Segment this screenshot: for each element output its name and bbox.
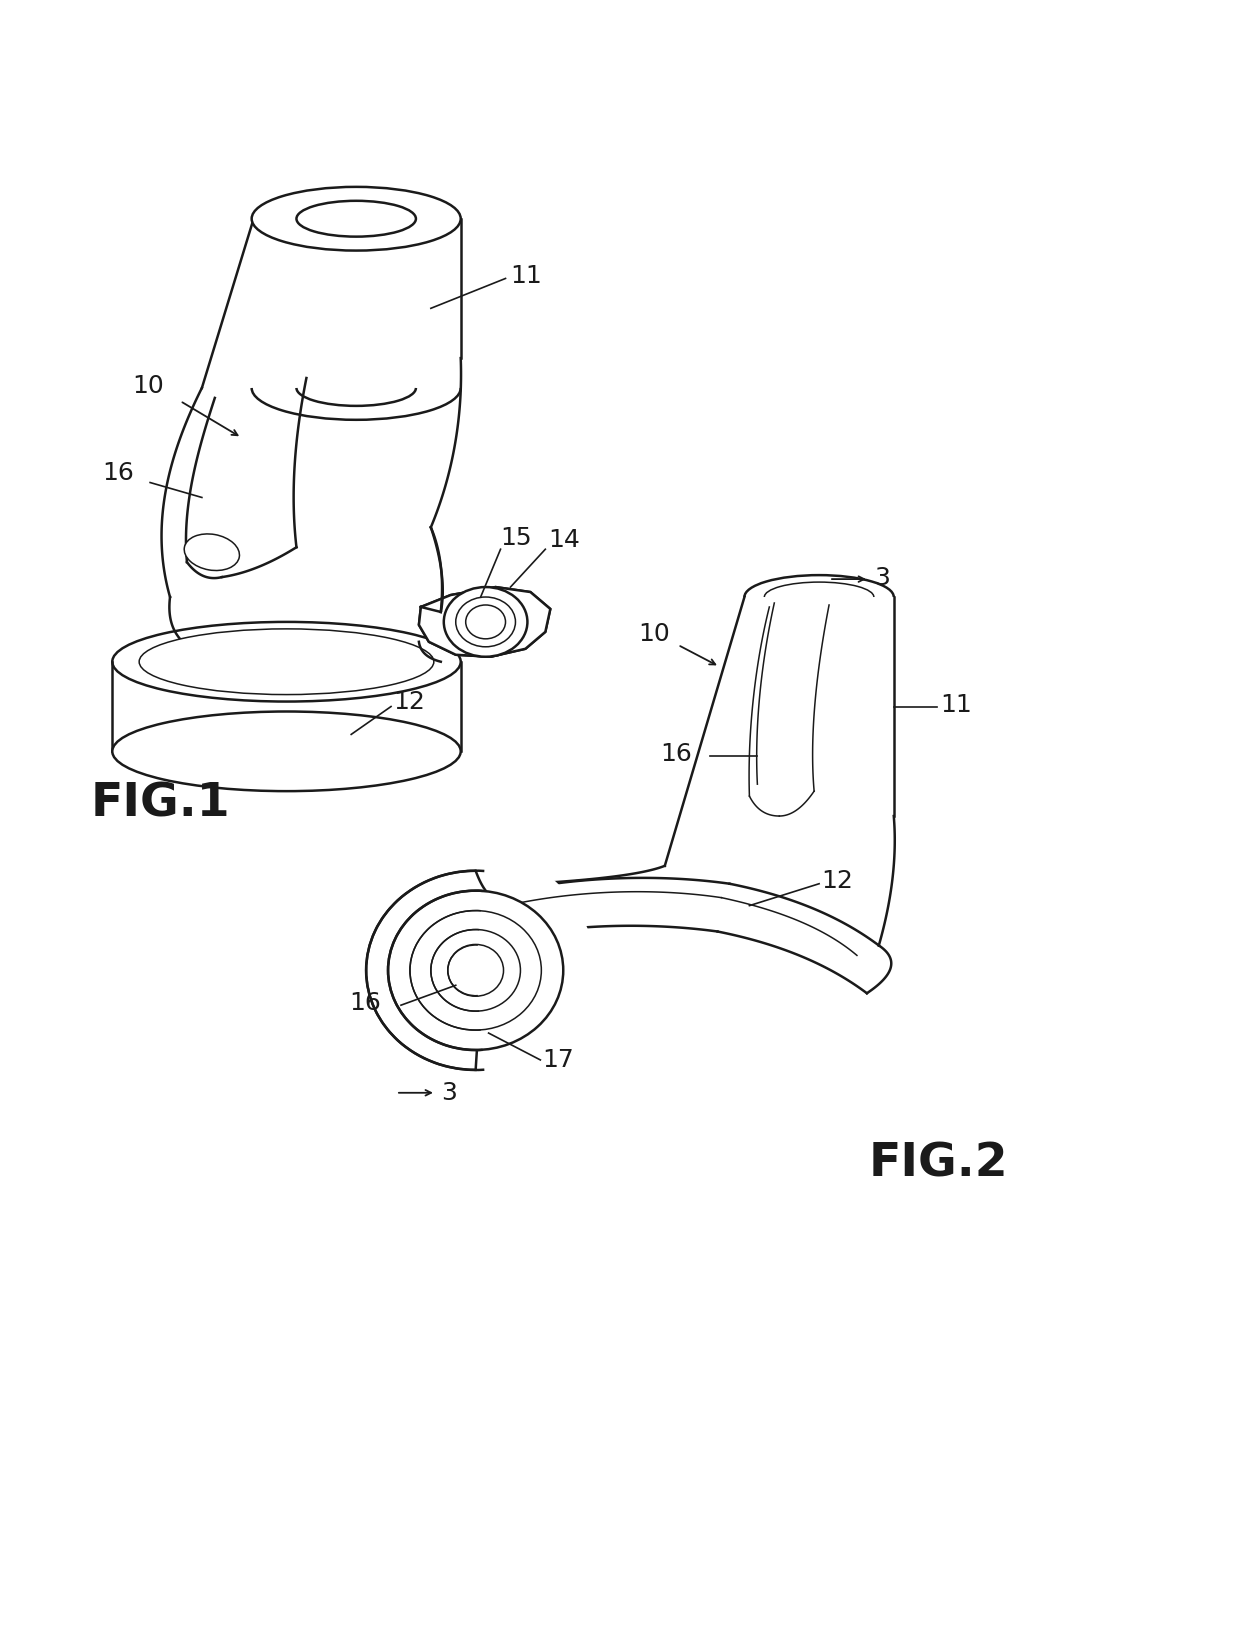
Text: 11: 11: [941, 693, 972, 716]
Text: 3: 3: [874, 566, 890, 589]
Ellipse shape: [410, 910, 542, 1030]
Ellipse shape: [113, 711, 461, 792]
Ellipse shape: [388, 890, 563, 1050]
Text: FIG.2: FIG.2: [869, 1141, 1008, 1187]
Ellipse shape: [139, 629, 434, 695]
Text: 10: 10: [133, 374, 164, 398]
Ellipse shape: [444, 588, 527, 657]
Text: FIG.1: FIG.1: [91, 782, 229, 826]
Wedge shape: [476, 851, 595, 1090]
Text: 16: 16: [350, 991, 381, 1016]
Ellipse shape: [252, 188, 461, 250]
Ellipse shape: [366, 871, 585, 1070]
Ellipse shape: [296, 201, 415, 237]
Ellipse shape: [113, 622, 461, 701]
Text: 10: 10: [637, 622, 670, 645]
Ellipse shape: [456, 597, 516, 647]
Ellipse shape: [466, 606, 506, 639]
Text: 14: 14: [548, 528, 580, 553]
Text: 16: 16: [103, 461, 134, 484]
Polygon shape: [419, 588, 551, 657]
Ellipse shape: [185, 533, 239, 571]
Text: 15: 15: [501, 527, 532, 550]
Text: 16: 16: [660, 742, 692, 767]
Text: 17: 17: [542, 1049, 574, 1072]
Text: 12: 12: [821, 869, 853, 892]
Ellipse shape: [448, 945, 503, 996]
Text: 12: 12: [393, 690, 425, 713]
Text: 3: 3: [440, 1081, 456, 1104]
Text: 11: 11: [511, 265, 542, 288]
Ellipse shape: [430, 930, 521, 1011]
